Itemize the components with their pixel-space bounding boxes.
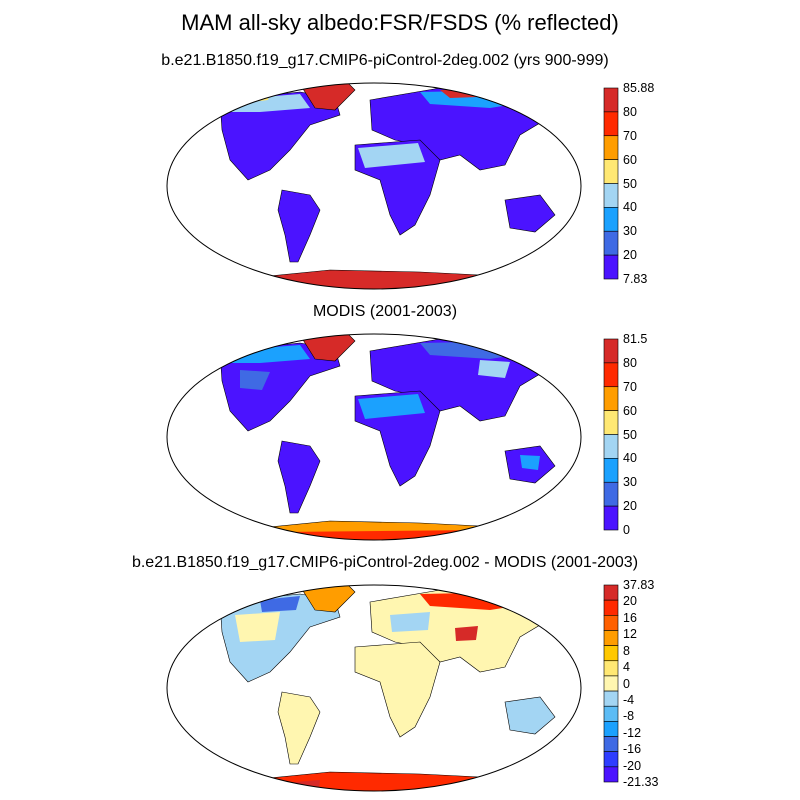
colorbar-swatch — [603, 458, 619, 483]
colorbar-tick-label: 4 — [623, 660, 630, 675]
colorbar-tick-label: 20 — [623, 248, 637, 263]
colorbar-swatch — [603, 111, 619, 137]
colorbar-swatch — [603, 721, 619, 737]
colorbar-swatch — [603, 645, 619, 662]
colorbar-tick-label: 8 — [623, 643, 630, 658]
colorbar-tick-label: 30 — [623, 224, 637, 239]
colorbar-swatch — [603, 599, 619, 616]
map-panel-model — [166, 82, 582, 290]
colorbar-swatch — [603, 584, 619, 601]
colorbar-swatch — [603, 615, 619, 631]
colorbar-swatch — [603, 410, 619, 435]
colorbar-swatch — [603, 690, 619, 707]
colorbar-tick-label: 40 — [623, 200, 637, 215]
colorbar-diff — [603, 584, 619, 783]
colorbar-swatch — [603, 481, 619, 507]
colorbar-swatch — [603, 630, 619, 646]
colorbar-swatch — [603, 675, 619, 692]
panel-2-title: MODIS (2001-2003) — [312, 303, 458, 320]
colorbar-tick-label: 60 — [623, 403, 637, 418]
south-america — [277, 189, 321, 263]
colorbar-tick-label: 30 — [623, 475, 637, 490]
colorbar-tick-label: -8 — [623, 709, 635, 724]
colorbar-tick-label: -20 — [623, 758, 642, 773]
colorbar-swatch — [603, 207, 619, 232]
map-panel-obs — [166, 333, 582, 541]
australia — [504, 194, 556, 233]
panel-3-title: b.e21.B1850.f19_g17.CMIP6-piControl-2deg… — [131, 554, 639, 571]
colorbar-tick-label: 50 — [623, 176, 637, 191]
colorbar-tick-label: 20 — [623, 594, 637, 609]
colorbar-tick-label: -21.33 — [623, 775, 659, 789]
panel-1-title: b.e21.B1850.f19_g17.CMIP6-piControl-2deg… — [161, 52, 609, 69]
colorbar-tick-label: 0 — [623, 676, 630, 691]
colorbar-swatch — [603, 338, 619, 364]
colorbar-swatch — [603, 751, 619, 768]
colorbar-tick-label: -16 — [623, 742, 642, 757]
colorbar-tick-label: 80 — [623, 104, 637, 119]
colorbar-swatch — [603, 386, 619, 411]
colorbar-tick-label: 60 — [623, 152, 637, 167]
colorbar-swatch — [603, 254, 619, 280]
colorbar-tick-label: 0 — [623, 523, 630, 537]
colorbar-swatch — [603, 736, 619, 752]
colorbar-swatch — [603, 505, 619, 531]
colorbar-swatch — [603, 434, 619, 459]
colorbar-model — [603, 87, 619, 280]
colorbar-tick-label: 40 — [623, 451, 637, 466]
colorbar-swatch — [603, 705, 619, 722]
colorbar-swatch — [603, 230, 619, 256]
colorbar-swatch — [603, 766, 619, 783]
colorbar-swatch — [603, 135, 619, 160]
colorbar-tick-label: 7.83 — [623, 272, 648, 286]
colorbar-swatch — [603, 362, 619, 388]
colorbar-tick-label: 70 — [623, 128, 637, 143]
colorbar-tick-label: 70 — [623, 379, 637, 394]
colorbar-swatch — [603, 87, 619, 113]
colorbar-swatch — [603, 183, 619, 208]
colorbar-swatch — [603, 159, 619, 184]
colorbar-tick-label: 20 — [623, 499, 637, 514]
colorbar-tick-label: 85.88 — [623, 81, 655, 95]
figure-title: MAM all-sky albedo:FSR/FSDS (% reflected… — [181, 10, 619, 35]
colorbar-tick-label: 80 — [623, 355, 637, 370]
colorbar-swatch — [603, 660, 619, 677]
map-panel-diff — [166, 584, 582, 792]
colorbar-tick-label: 81.5 — [623, 332, 648, 346]
colorbar-tick-label: 12 — [623, 627, 637, 642]
colorbar-tick-label: -4 — [623, 692, 635, 707]
colorbar-tick-label: 50 — [623, 427, 637, 442]
colorbar-tick-label: -12 — [623, 725, 642, 740]
colorbar-obs — [603, 338, 619, 531]
colorbar-tick-label: 16 — [623, 610, 637, 625]
colorbar-tick-label: 37.83 — [623, 578, 655, 592]
